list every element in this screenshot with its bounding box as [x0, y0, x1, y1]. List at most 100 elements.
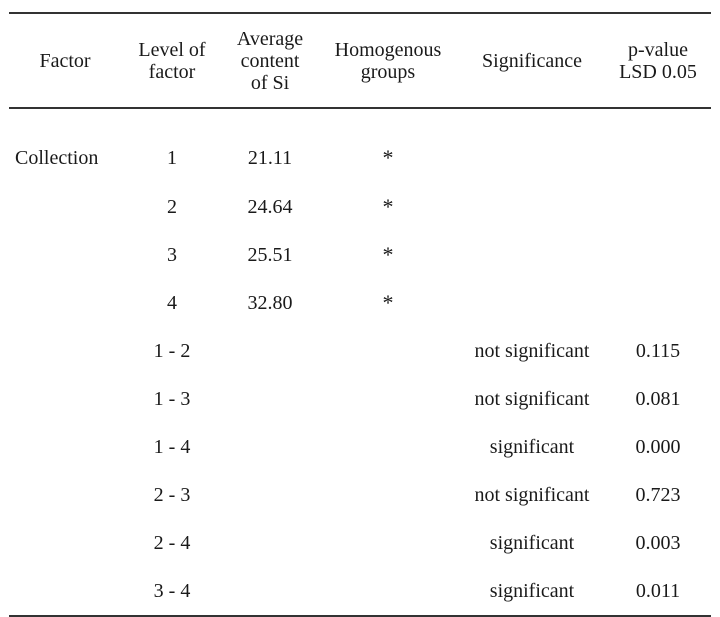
cell-level: 2 - 3 — [121, 471, 223, 519]
table-row: 2 - 4 significant 0.003 — [9, 519, 711, 567]
cell-factor-text: Collection — [15, 147, 99, 169]
cell-level: 3 — [121, 231, 223, 279]
cell-p-value-text: 0.011 — [635, 580, 681, 602]
cell-significance — [459, 108, 605, 183]
header-level-of-factor: Level of factor — [121, 13, 223, 108]
cell-level: 1 - 3 — [121, 375, 223, 423]
cell-significance: not significant — [459, 471, 605, 519]
cell-level-text: 1 - 4 — [153, 436, 191, 458]
cell-level: 1 - 2 — [121, 327, 223, 375]
cell-p-value-text: 0.000 — [635, 436, 681, 458]
cell-factor: Collection — [9, 108, 121, 183]
cell-level-text: 2 — [167, 196, 177, 218]
cell-significance: significant — [459, 423, 605, 471]
header-average-line: content — [240, 49, 300, 72]
header-significance: Significance — [459, 13, 605, 108]
cell-factor — [9, 471, 121, 519]
table-body: Collection 1 21.11 * 2 24.64 * 3 25.51 * 4 32.80 * 1 … — [9, 108, 711, 616]
cell-factor — [9, 519, 121, 567]
cell-level-text: 1 — [167, 147, 177, 169]
table-row: 2 - 3 not significant 0.723 — [9, 471, 711, 519]
results-table-container: Factor Level of factor Average content o… — [9, 12, 711, 617]
cell-p-value: 0.081 — [605, 375, 711, 423]
cell-significance — [459, 183, 605, 231]
cell-significance: not significant — [459, 375, 605, 423]
cell-significance-text: significant — [489, 532, 575, 554]
cell-factor — [9, 231, 121, 279]
cell-level: 3 - 4 — [121, 567, 223, 616]
cell-homogenous-group: * — [317, 231, 459, 279]
cell-average-content: 21.11 — [223, 108, 317, 183]
cell-level-text: 2 - 3 — [153, 484, 191, 506]
cell-average-content-text: 25.51 — [247, 244, 293, 266]
cell-average-content-text: 21.11 — [247, 147, 293, 169]
cell-average-content — [223, 471, 317, 519]
header-significance-line: Significance — [482, 49, 582, 72]
cell-homogenous-group: * — [317, 279, 459, 327]
cell-level-text: 3 - 4 — [153, 580, 191, 602]
results-table: Factor Level of factor Average content o… — [9, 12, 711, 617]
table-row: 1 - 3 not significant 0.081 — [9, 375, 711, 423]
table-row: 3 - 4 significant 0.011 — [9, 567, 711, 616]
cell-level-text: 2 - 4 — [153, 532, 191, 554]
cell-level-text: 1 - 3 — [153, 388, 191, 410]
cell-average-content — [223, 327, 317, 375]
cell-homogenous-group — [317, 567, 459, 616]
cell-homogenous-group — [317, 471, 459, 519]
cell-p-value — [605, 279, 711, 327]
header-average-line: of Si — [250, 71, 290, 94]
cell-homogenous-group — [317, 327, 459, 375]
table-row: Collection 1 21.11 * — [9, 108, 711, 183]
header-factor-line: Factor — [39, 49, 91, 72]
cell-homogenous-group — [317, 375, 459, 423]
cell-level-text: 3 — [167, 244, 177, 266]
cell-significance: significant — [459, 519, 605, 567]
cell-level-text: 1 - 2 — [153, 340, 191, 362]
cell-factor — [9, 183, 121, 231]
cell-p-value: 0.723 — [605, 471, 711, 519]
cell-average-content — [223, 423, 317, 471]
cell-homogenous-group — [317, 423, 459, 471]
cell-significance: significant — [459, 567, 605, 616]
cell-homogenous-group-text: * — [382, 289, 394, 315]
cell-significance-text: significant — [489, 436, 575, 458]
cell-factor — [9, 327, 121, 375]
cell-homogenous-group — [317, 519, 459, 567]
cell-p-value — [605, 231, 711, 279]
cell-level: 2 - 4 — [121, 519, 223, 567]
header-level-line: Level of — [138, 38, 206, 61]
cell-p-value: 0.011 — [605, 567, 711, 616]
cell-factor — [9, 567, 121, 616]
cell-p-value: 0.003 — [605, 519, 711, 567]
header-row: Factor Level of factor Average content o… — [9, 13, 711, 108]
cell-level: 1 — [121, 108, 223, 183]
cell-average-content: 25.51 — [223, 231, 317, 279]
cell-level-text: 4 — [167, 292, 177, 314]
table-row: 3 25.51 * — [9, 231, 711, 279]
cell-average-content: 24.64 — [223, 183, 317, 231]
cell-average-content: 32.80 — [223, 279, 317, 327]
cell-significance-text: not significant — [474, 388, 590, 410]
cell-factor — [9, 375, 121, 423]
table-row: 1 - 2 not significant 0.115 — [9, 327, 711, 375]
cell-p-value-text: 0.723 — [635, 484, 681, 506]
cell-level: 2 — [121, 183, 223, 231]
cell-homogenous-group-text: * — [382, 193, 394, 219]
cell-average-content-text: 24.64 — [247, 196, 293, 218]
table-header: Factor Level of factor Average content o… — [9, 13, 711, 108]
cell-significance-text: significant — [489, 580, 575, 602]
cell-p-value — [605, 183, 711, 231]
cell-significance-text: not significant — [474, 340, 590, 362]
table-row: 2 24.64 * — [9, 183, 711, 231]
cell-average-content-text: 32.80 — [247, 292, 293, 314]
header-level-line: factor — [148, 60, 196, 83]
header-p-value-line: p-value — [628, 38, 688, 61]
header-average-line: Average — [236, 27, 304, 50]
header-p-value-line: LSD 0.05 — [619, 60, 697, 83]
cell-homogenous-group: * — [317, 183, 459, 231]
table-row: 1 - 4 significant 0.000 — [9, 423, 711, 471]
cell-significance — [459, 231, 605, 279]
cell-average-content — [223, 375, 317, 423]
cell-p-value-text: 0.081 — [635, 388, 681, 410]
cell-p-value: 0.000 — [605, 423, 711, 471]
